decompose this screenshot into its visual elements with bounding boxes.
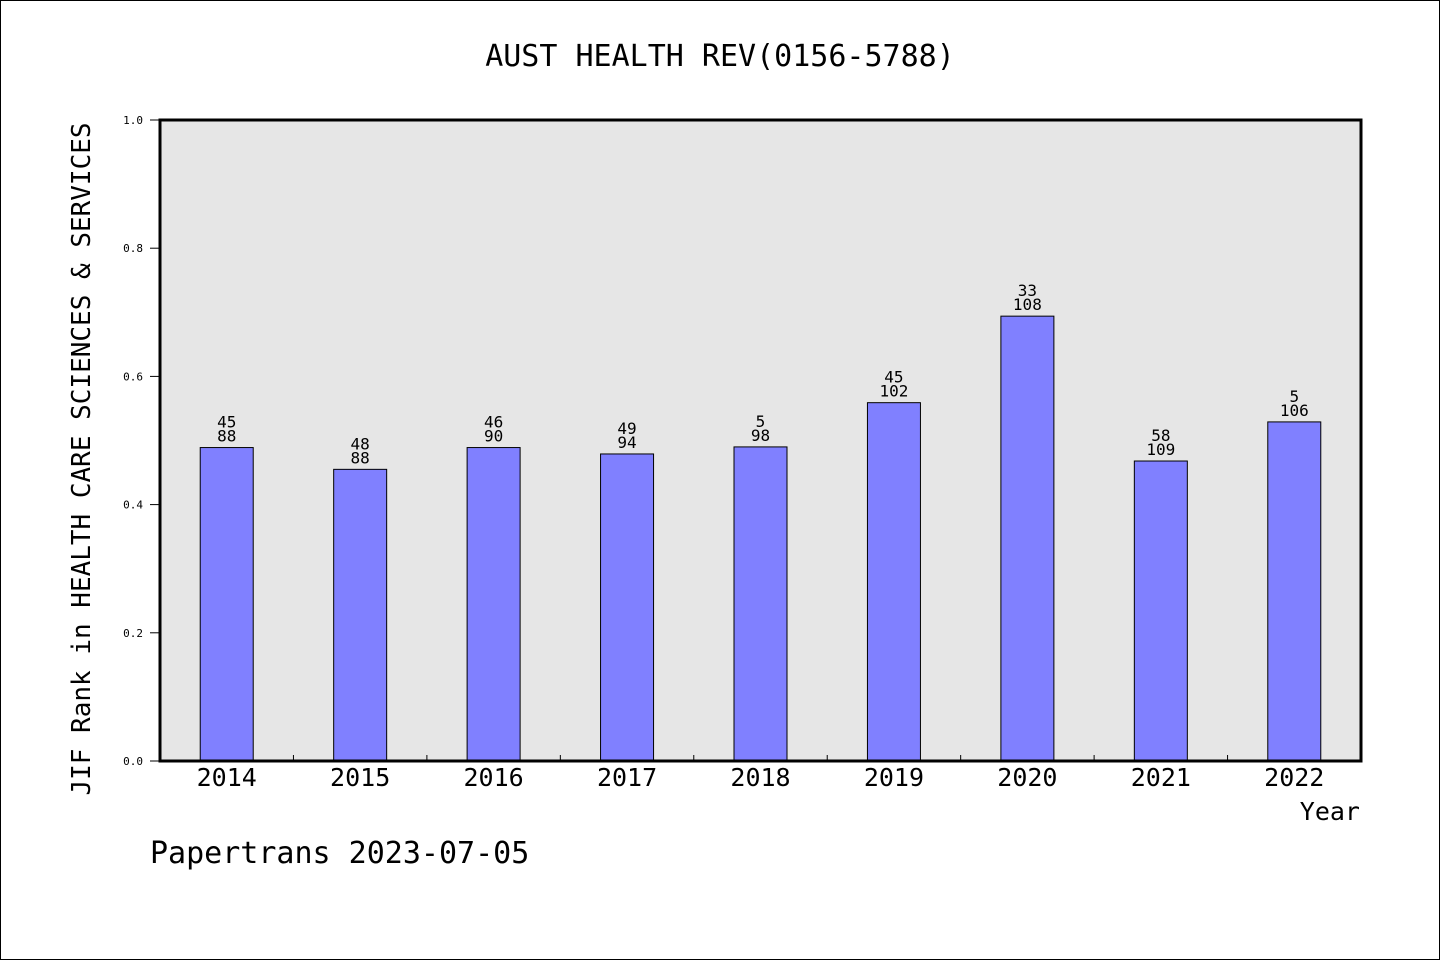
y-axis-label: JIF Rank in HEALTH CARE SCIENCES & SERVI… [67, 122, 97, 795]
y-tick-label: 0.2 [123, 627, 143, 640]
bar-label-top: 45 [884, 368, 903, 387]
x-tick-label: 2014 [197, 763, 257, 792]
chart-title: AUST HEALTH REV(0156-5788) [485, 39, 955, 74]
bar-label-bottom: 88 [351, 448, 370, 467]
bar-label-top: 45 [217, 413, 236, 432]
x-tick-label: 2016 [464, 763, 524, 792]
bar-label-top: 5 [756, 412, 766, 431]
x-axis-ticks: 2014 2015 2016 2017 2018 2019 2020 2021 2022 [197, 755, 1324, 792]
bar-label-bottom: 88 [217, 427, 236, 446]
bar-label-top: 33 [1018, 281, 1037, 300]
x-axis-label: Year [1300, 797, 1360, 826]
bar-label-bottom: 94 [617, 433, 636, 452]
bar-2018 [733, 446, 788, 762]
bar-label-bottom: 109 [1146, 440, 1175, 459]
bar-2015 [333, 468, 388, 762]
bar-label-top: 46 [484, 413, 503, 432]
bar-label-bottom: 102 [879, 382, 908, 401]
bar-2021 [1133, 460, 1188, 762]
y-tick-label: 0.4 [123, 499, 143, 512]
bar-label-top: 58 [1151, 426, 1170, 445]
y-tick-label: 1.0 [123, 114, 143, 127]
bar-label-bottom: 98 [751, 426, 770, 445]
y-tick-label: 0.8 [123, 242, 143, 255]
bar-label-bottom: 90 [484, 427, 503, 446]
bar-label-top: 48 [351, 434, 370, 453]
footer-text: Papertrans 2023-07-05 [150, 836, 529, 871]
x-tick-label: 2018 [730, 763, 790, 792]
bar-2014 [199, 447, 254, 762]
bar-label-top: 49 [617, 419, 636, 438]
x-tick-label: 2020 [997, 763, 1057, 792]
x-tick-label: 2022 [1264, 763, 1324, 792]
bar-2017 [600, 453, 655, 762]
bar-2019 [866, 402, 921, 762]
y-tick-label: 0.6 [123, 370, 143, 383]
x-tick-label: 2017 [597, 763, 657, 792]
bar-2022 [1267, 421, 1322, 762]
plot-border [158, 118, 1363, 763]
x-tick-label: 2019 [864, 763, 924, 792]
bar-2020 [1000, 315, 1055, 762]
y-tick-label: 0.0 [123, 755, 143, 768]
bar-2016 [466, 447, 521, 762]
x-tick-label: 2015 [330, 763, 390, 792]
bar-label-top: 5 [1289, 387, 1299, 406]
x-tick-label: 2021 [1131, 763, 1191, 792]
y-axis-ticks: 0.0 0.2 0.4 0.6 0.8 1.0 [123, 114, 160, 768]
bar-label-bottom: 108 [1013, 295, 1042, 314]
bar-label-bottom: 106 [1280, 401, 1309, 420]
